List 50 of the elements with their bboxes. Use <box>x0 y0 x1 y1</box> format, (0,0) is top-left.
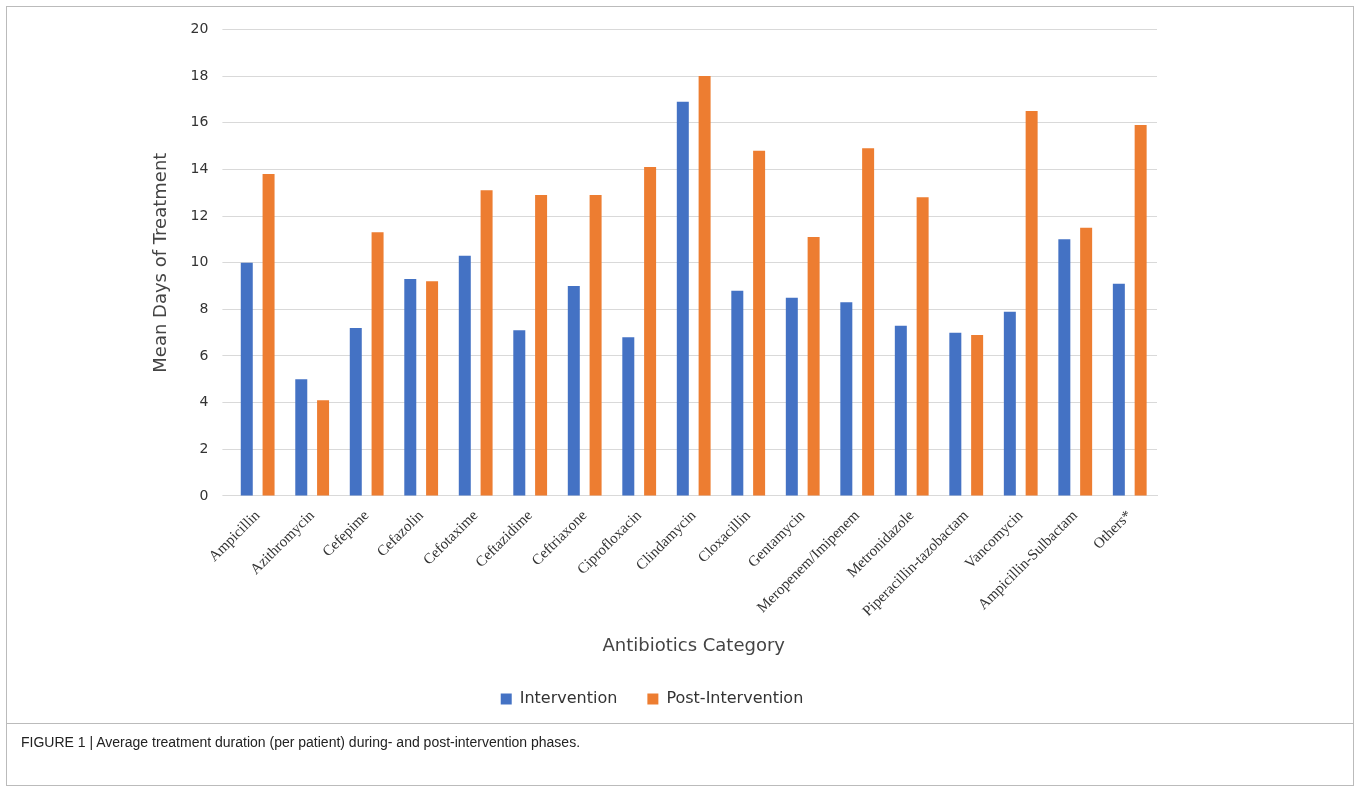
y-tick-label: 10 <box>190 253 209 270</box>
bar <box>622 337 635 496</box>
legend-label: Post-Intervention <box>666 688 804 708</box>
bar <box>862 148 875 496</box>
y-tick-label: 6 <box>199 346 209 363</box>
bar <box>371 232 384 496</box>
y-tick-label: 18 <box>190 66 209 83</box>
bar <box>1112 283 1125 496</box>
bar <box>535 195 548 496</box>
bar <box>567 286 580 496</box>
bar <box>698 76 711 496</box>
legend-label: Intervention <box>519 688 618 708</box>
bar <box>916 197 929 496</box>
y-tick-label: 20 <box>190 20 209 37</box>
bar <box>1134 125 1147 496</box>
bar <box>404 279 417 496</box>
y-tick-label: 0 <box>199 486 209 503</box>
bar <box>731 290 744 496</box>
bar <box>1058 239 1071 496</box>
bar <box>295 379 308 496</box>
bar <box>785 297 798 496</box>
bar <box>349 328 362 496</box>
bar <box>1025 111 1038 496</box>
bar <box>807 237 820 496</box>
bar <box>513 330 526 496</box>
bar <box>1080 227 1093 496</box>
bar <box>644 167 657 496</box>
bar <box>262 174 275 496</box>
y-tick-label: 14 <box>190 160 209 177</box>
bar <box>753 150 766 496</box>
y-axis-title: Mean Days of Treatment <box>149 152 171 373</box>
bar <box>949 332 962 496</box>
bar <box>840 302 853 496</box>
bar <box>894 325 907 496</box>
bar <box>240 262 253 496</box>
y-tick-label: 16 <box>190 113 209 130</box>
bar <box>971 334 984 496</box>
bar <box>317 400 330 496</box>
bar <box>426 281 439 496</box>
bar <box>589 195 602 496</box>
y-tick-label: 8 <box>199 299 209 316</box>
bar <box>1003 311 1016 496</box>
y-tick-label: 4 <box>199 393 209 410</box>
y-tick-label: 2 <box>199 439 209 456</box>
y-tick-label: 12 <box>190 206 209 223</box>
bar <box>458 255 471 496</box>
bar <box>480 190 493 496</box>
bar <box>676 101 689 496</box>
x-axis-title: Antibiotics Category <box>602 633 786 655</box>
caption: FIGURE 1 | Average treatment duration (per patient) during- and post-intervention phases. <box>7 723 1353 760</box>
